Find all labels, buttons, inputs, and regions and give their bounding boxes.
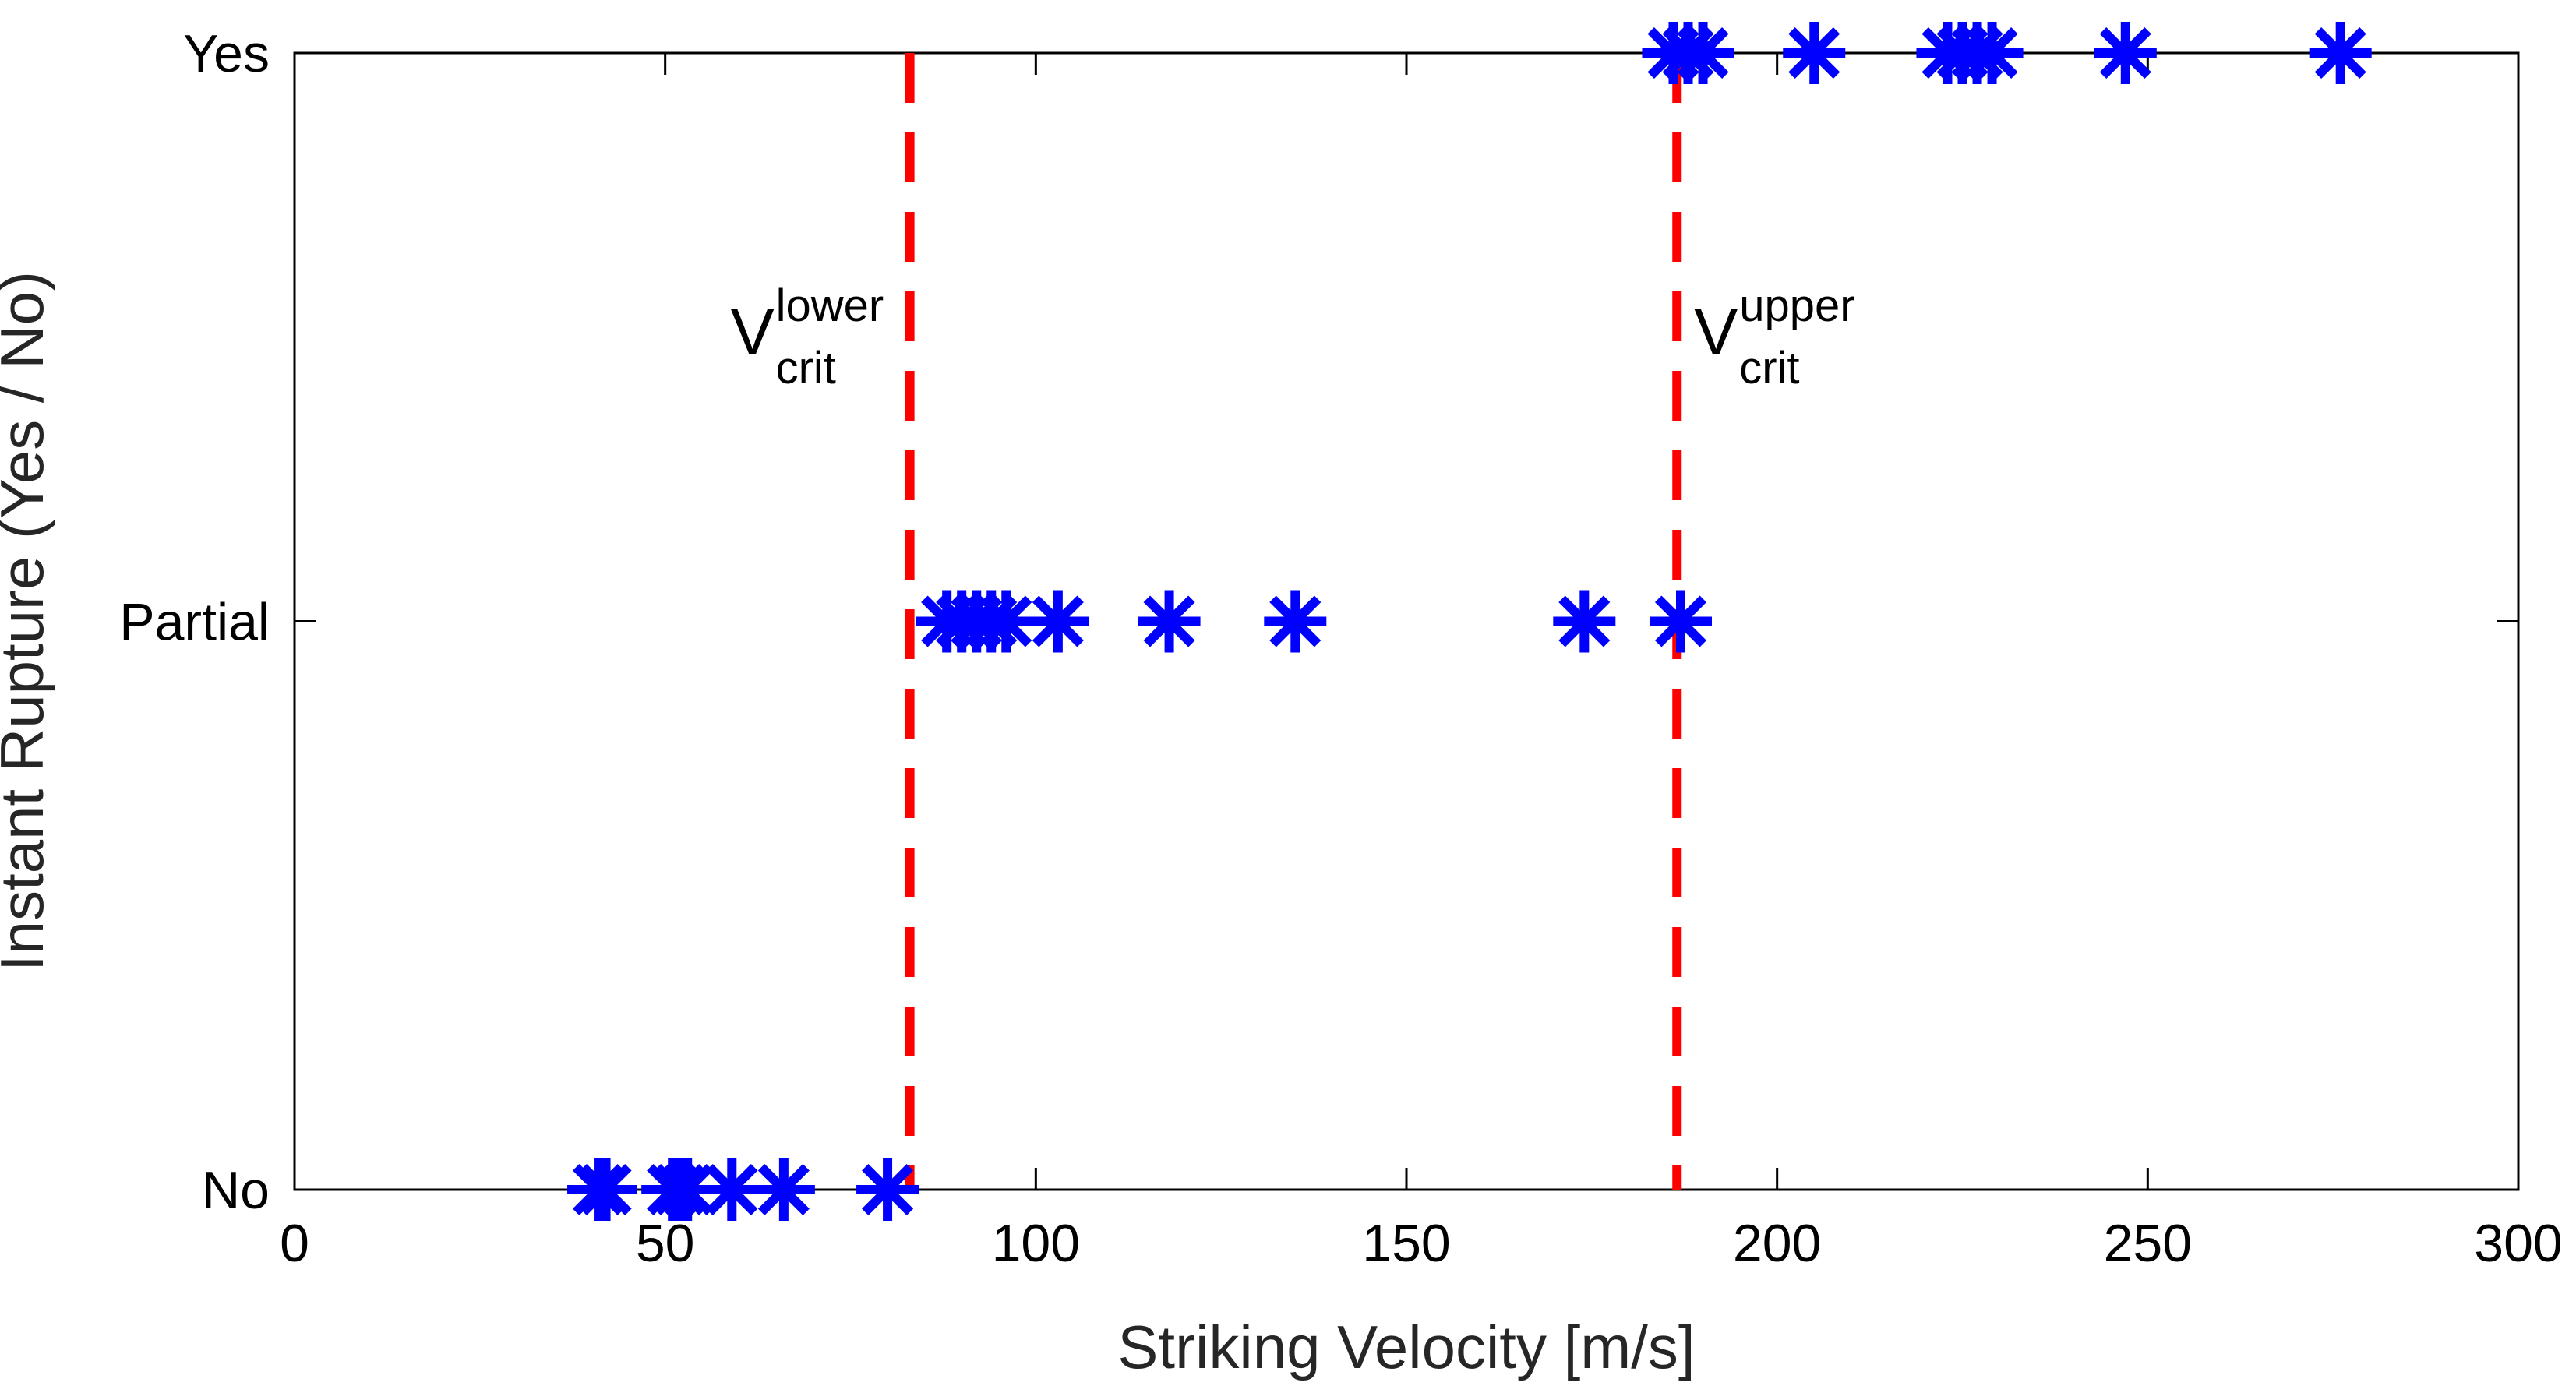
axes: 0 50 100 150 200 250 300 No Partial Yes — [119, 24, 2562, 1273]
vline-label-subscript: crit — [776, 343, 836, 393]
marker-stroke-d2 — [1558, 595, 1611, 647]
data-point-yes — [2309, 22, 2372, 84]
marker-stroke-d2 — [1788, 26, 1840, 79]
marker-stroke-d2 — [1677, 26, 1729, 79]
vline-label-superscript: lower — [776, 280, 884, 331]
vline-label-upper: V — [1694, 295, 1738, 369]
marker-stroke-d2 — [862, 1163, 914, 1216]
data-markers — [567, 22, 2372, 1221]
x-tick-label: 200 — [1733, 1214, 1821, 1273]
vline-label-superscript: upper — [1739, 280, 1854, 331]
y-tick-label: No — [202, 1161, 270, 1220]
data-point-partial — [1138, 590, 1201, 653]
marker-stroke-d2 — [662, 1163, 714, 1216]
data-point-yes — [1960, 22, 2024, 84]
data-point-yes — [1671, 22, 1734, 84]
data-point-partial — [1264, 590, 1327, 653]
marker-stroke-d2 — [1966, 26, 2018, 79]
marker-stroke-d2 — [580, 1163, 632, 1216]
data-point-yes — [1783, 22, 1846, 84]
data-point-no — [752, 1158, 815, 1221]
data-point-no — [856, 1158, 919, 1221]
data-point-partial — [1553, 590, 1616, 653]
marker-stroke-d2 — [757, 1163, 810, 1216]
vline-label-subscript: crit — [1739, 343, 1799, 393]
marker-stroke-d2 — [1654, 595, 1707, 647]
x-tick-label: 0 — [280, 1214, 309, 1273]
y-tick-label: Partial — [119, 593, 270, 652]
data-point-no — [574, 1158, 637, 1221]
vline-label-main: V — [731, 295, 775, 369]
x-tick-label: 150 — [1362, 1214, 1450, 1273]
marker-stroke-d2 — [1269, 595, 1322, 647]
y-axis-title: Instant Rupture (Yes / No) — [0, 271, 56, 972]
x-tick-label: 50 — [636, 1214, 695, 1273]
x-tick-label: 100 — [992, 1214, 1080, 1273]
marker-stroke-d2 — [2314, 26, 2366, 79]
vline-label-main: V — [1694, 295, 1738, 369]
marker-stroke-d2 — [706, 1163, 758, 1216]
x-tick-label: 250 — [2104, 1214, 2192, 1273]
x-tick-label: 300 — [2474, 1214, 2562, 1273]
vline-label-lower: V — [731, 295, 775, 369]
data-point-partial — [1026, 590, 1089, 653]
marker-stroke-d2 — [1032, 595, 1084, 647]
data-point-partial — [1649, 590, 1712, 653]
marker-stroke-d2 — [2099, 26, 2151, 79]
marker-stroke-d2 — [1143, 595, 1195, 647]
data-point-yes — [2094, 22, 2157, 84]
y-tick-label: Yes — [183, 24, 270, 83]
x-axis-title: Striking Velocity [m/s] — [1117, 1313, 1695, 1381]
marker-stroke-d2 — [980, 595, 1032, 647]
